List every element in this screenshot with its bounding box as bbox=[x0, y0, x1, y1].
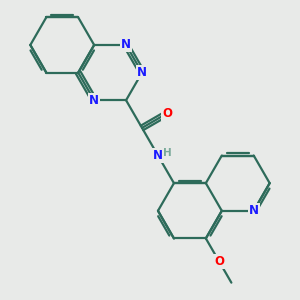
Text: O: O bbox=[214, 255, 224, 268]
Text: N: N bbox=[153, 149, 163, 162]
Text: H: H bbox=[163, 148, 171, 158]
Text: N: N bbox=[89, 94, 99, 107]
Text: N: N bbox=[137, 66, 147, 79]
Text: N: N bbox=[249, 204, 259, 217]
Text: O: O bbox=[162, 107, 172, 120]
Text: N: N bbox=[121, 38, 131, 52]
